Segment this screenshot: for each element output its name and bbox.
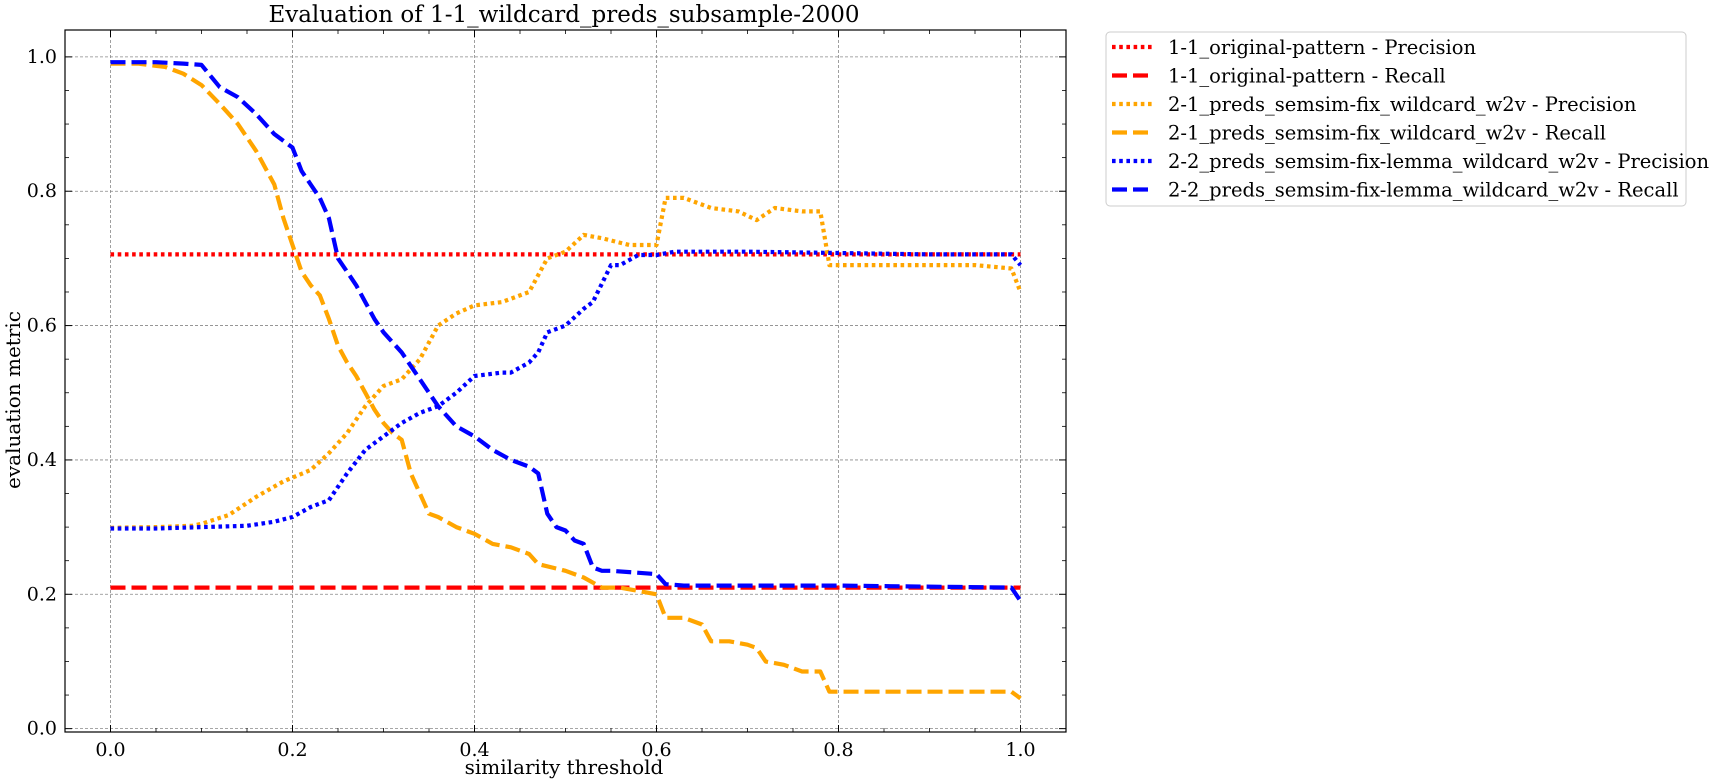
y-tick-label-2: 0.4 <box>27 449 57 471</box>
major-ticks <box>65 30 1066 732</box>
y-tick-label-1: 0.2 <box>27 583 57 605</box>
y-tick-label-4: 0.8 <box>27 180 57 202</box>
x-tick-labels: 0.0 0.2 0.4 0.6 0.8 1.0 <box>95 739 1035 761</box>
legend-label-1: 1-1_original-pattern - Recall <box>1168 65 1446 88</box>
legend-label-5: 2-2_preds_semsim-fix-lemma_wildcard_w2v … <box>1168 179 1679 202</box>
chart-title: Evaluation of 1-1_wildcard_preds_subsamp… <box>268 2 859 28</box>
y-tick-label-0: 0.0 <box>27 718 57 740</box>
x-tick-label-0: 0.0 <box>95 739 125 761</box>
legend: 1-1_original-pattern - Precision 1-1_orig… <box>1105 31 1709 207</box>
x-tick-label-1: 0.2 <box>277 739 307 761</box>
legend-label-0: 1-1_original-pattern - Precision <box>1168 36 1476 59</box>
legend-label-4: 2-2_preds_semsim-fix-lemma_wildcard_w2v … <box>1168 150 1709 173</box>
series-line-2 <box>110 195 1023 530</box>
series-line-4 <box>110 249 1023 531</box>
legend-box <box>1105 31 1687 207</box>
x-axis-title: similarity threshold <box>465 755 664 779</box>
series-line-3 <box>110 61 1022 701</box>
series-layer <box>110 60 1023 701</box>
y-axis-title: evaluation metric <box>1 311 25 489</box>
plot-frame <box>64 29 1067 733</box>
legend-items: 1-1_original-pattern - Precision 1-1_orig… <box>1112 36 1709 202</box>
grid-lines <box>65 30 1066 732</box>
y-tick-labels: 0.0 0.2 0.4 0.6 0.8 1.0 <box>27 46 57 740</box>
y-tick-label-5: 1.0 <box>27 46 57 68</box>
y-tick-label-3: 0.6 <box>27 315 57 337</box>
x-tick-label-4: 0.8 <box>823 739 853 761</box>
x-tick-label-2: 0.4 <box>459 739 489 761</box>
minor-ticks <box>65 30 1066 732</box>
legend-label-2: 2-1_preds_semsim-fix_wildcard_w2v - Prec… <box>1168 93 1637 116</box>
legend-label-3: 2-1_preds_semsim-fix_wildcard_w2v - Reca… <box>1168 122 1606 145</box>
x-tick-label-3: 0.6 <box>641 739 671 761</box>
series-line-5 <box>110 60 1023 603</box>
x-tick-label-5: 1.0 <box>1005 739 1035 761</box>
